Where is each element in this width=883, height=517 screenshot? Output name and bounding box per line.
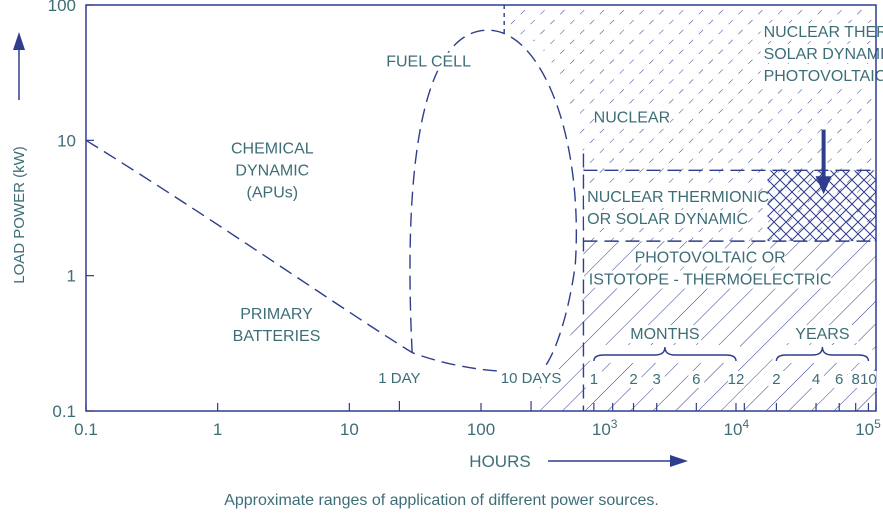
figure-caption: Approximate ranges of application of dif…: [224, 492, 659, 509]
x-axis-title: HOURS: [469, 452, 530, 471]
label-knockout: [688, 371, 705, 388]
label-knockout: [648, 371, 665, 388]
y-axis-arrow-head: [13, 32, 25, 50]
months-tick-label: 12: [728, 371, 745, 388]
y-tick-label: 100: [48, 0, 76, 15]
region-label-chemical_dynamic: DYNAMIC: [235, 162, 309, 179]
months-tick-label: 2: [629, 371, 637, 388]
label-knockout: [628, 325, 701, 343]
months-tick-label: 3: [653, 371, 661, 388]
months-tick-label: 6: [692, 371, 700, 388]
label-knockout: [585, 371, 602, 388]
fuel-cell-boundary-line: [409, 29, 577, 371]
x-tick-label: 1: [213, 420, 222, 439]
label-knockout: [244, 183, 306, 202]
label-knockout: [235, 326, 324, 345]
arrow-head: [815, 176, 832, 195]
region-label-photovoltaic_or_isotope_thermoelectric: ISTOTOPE - THERMOELECTRIC: [589, 272, 832, 289]
region-label-nuclear_thermionics_solar_pv: PHOTOVOLTAIC: [764, 68, 883, 85]
label-knockout: [641, 248, 786, 267]
label-knockout: [369, 369, 430, 387]
time-marker-label: 1 DAY: [378, 370, 420, 387]
label-knockout: [760, 23, 883, 42]
region-label-photovoltaic_or_isotope_thermoelectric: PHOTOVOLTAIC OR: [635, 250, 786, 267]
label-knockout: [240, 161, 311, 180]
label-knockout: [786, 325, 859, 343]
x-tick-label: 104: [724, 417, 750, 439]
label-knockout: [808, 371, 825, 388]
years-tick-label: 6: [835, 371, 843, 388]
label-knockout: [831, 371, 848, 388]
region-label-chemical_dynamic: (APUs): [247, 184, 299, 201]
years-brace: [775, 346, 870, 362]
label-knockout: [595, 270, 832, 289]
label-knockout: [760, 45, 883, 64]
label-knockout: [760, 67, 877, 86]
label-knockout: [599, 108, 671, 127]
y-axis-title: LOAD POWER (kW): [11, 146, 28, 284]
x-axis-arrow-head: [670, 455, 688, 467]
months-label: MONTHS: [630, 326, 699, 343]
region-label-nuclear_thermionic_or_solar_dynamic: OR SOLAR DYNAMIC: [587, 211, 748, 228]
label-knockout: [625, 371, 642, 388]
y-axis-ticks: 0.1 1 10 100: [48, 0, 94, 421]
label-knockout: [584, 188, 756, 207]
label-knockout: [235, 139, 316, 158]
time-marker-label: 10 DAYS: [501, 370, 562, 387]
x-tick-label: 105: [855, 417, 881, 439]
x-tick-label: 100: [467, 420, 495, 439]
years-tick-label: 10: [860, 371, 877, 388]
region-label-primary_batteries: BATTERIES: [233, 328, 321, 345]
y-tick-label: 10: [57, 131, 76, 150]
label-knockout: [772, 345, 873, 363]
years-tick-label: 2: [772, 371, 780, 388]
batteries-boundary-line: [86, 139, 542, 373]
label-knockout: [244, 304, 315, 323]
months-tick-label: 1: [590, 371, 598, 388]
label-knockout: [387, 52, 477, 71]
y-axis-title-group: LOAD POWER (kW): [11, 32, 28, 284]
label-knockout: [501, 369, 562, 387]
x-tick-label: 103: [592, 417, 618, 439]
label-knockout: [860, 371, 877, 388]
months-brace: [593, 346, 737, 362]
region-label-chemical_dynamic: CHEMICAL: [231, 140, 314, 157]
region-label-primary_batteries: PRIMARY: [240, 306, 313, 323]
label-knockout: [584, 210, 738, 229]
x-tick-label: 10: [340, 420, 359, 439]
region-label-nuclear: NUCLEAR: [594, 110, 670, 127]
years-tick-label: 4: [812, 371, 820, 388]
x-axis-title-group: HOURS: [469, 452, 688, 471]
region-label-nuclear_thermionics_solar_pv: SOLAR DYNAMIC AND: [764, 46, 883, 63]
region-labels: CHEMICAL DYNAMIC (APUs) FUEL CELL PRIMARY BAT…: [231, 23, 883, 345]
boundary-curves: [86, 5, 876, 411]
years-tick-label: 8: [851, 371, 859, 388]
x-tick-label: 0.1: [74, 420, 98, 439]
y-tick-label: 0.1: [52, 402, 76, 421]
label-knockout: [847, 371, 864, 388]
region-label-fuel_cell: FUEL CELL: [386, 54, 471, 71]
label-knockout: [768, 371, 785, 388]
y-tick-label: 1: [67, 267, 76, 286]
label-knockout: [727, 371, 744, 388]
region-label-nuclear_thermionic_or_solar_dynamic: NUCLEAR THERMIONIC: [587, 189, 769, 206]
down-arrow-icon: [815, 129, 832, 195]
label-knockout: [589, 345, 740, 363]
region-label-nuclear_thermionics_solar_pv: NUCLEAR THERMIONICS: [764, 24, 883, 41]
years-label: YEARS: [795, 326, 849, 343]
